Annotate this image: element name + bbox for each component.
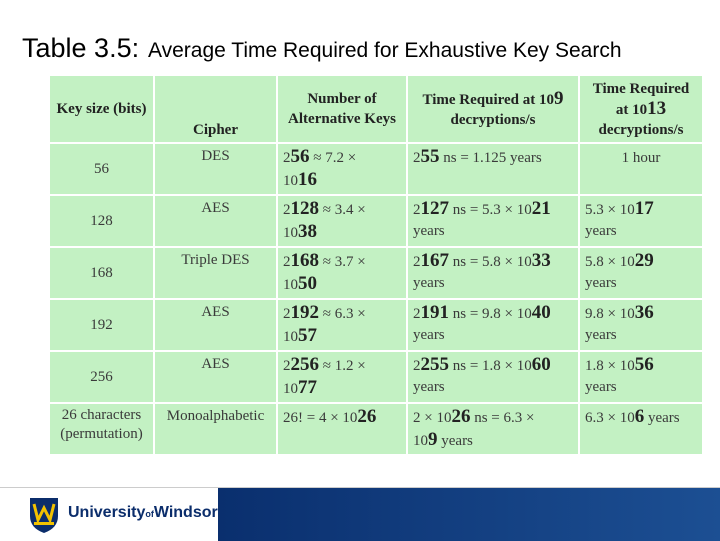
cell-time-1e9: 2 × 1026 ns = 6.3 × 109 years bbox=[406, 402, 580, 456]
header-time-1e13: Time Required at 1013 decryptions/s bbox=[578, 74, 704, 144]
table-row: 192 AES 2192 ≈ 6.3 × 1057 2191 ns = 9.8 × 10… bbox=[48, 298, 704, 352]
header-key-size: Key size (bits) bbox=[48, 74, 155, 144]
university-crest-icon bbox=[30, 498, 58, 533]
cell-time-1e9: 255 ns = 1.125 years bbox=[406, 142, 580, 196]
cell-time-1e13: 1.8 × 1056 years bbox=[578, 350, 704, 404]
cell-key-size: 26 characters (permutation) bbox=[48, 402, 155, 456]
cell-cipher: AES bbox=[153, 350, 278, 404]
table-number: Table 3.5: bbox=[22, 33, 140, 63]
cell-key-size: 192 bbox=[48, 298, 155, 352]
cell-key-size: 128 bbox=[48, 194, 155, 248]
table-row: 168 Triple DES 2168 ≈ 3.7 × 1050 2167 ns = 5… bbox=[48, 246, 704, 300]
cell-alternative-keys: 2192 ≈ 6.3 × 1057 bbox=[276, 298, 408, 352]
footer-band bbox=[218, 488, 720, 541]
cell-time-1e13: 5.8 × 1029 years bbox=[578, 246, 704, 300]
cell-alternative-keys: 2128 ≈ 3.4 × 1038 bbox=[276, 194, 408, 248]
cell-time-1e9: 2167 ns = 5.8 × 1033 years bbox=[406, 246, 580, 300]
table-row: 128 AES 2128 ≈ 3.4 × 1038 2127 ns = 5.3 × 10… bbox=[48, 194, 704, 248]
cell-cipher: Monoalphabetic bbox=[153, 402, 278, 456]
cell-cipher: AES bbox=[153, 298, 278, 352]
cell-time-1e13: 5.3 × 1017 years bbox=[578, 194, 704, 248]
cell-alternative-keys: 2256 ≈ 1.2 × 1077 bbox=[276, 350, 408, 404]
cell-time-1e13: 1 hour bbox=[578, 142, 704, 196]
cell-key-size: 56 bbox=[48, 142, 155, 196]
table-header-row: Key size (bits) Cipher Number of Alterna… bbox=[48, 74, 704, 144]
header-alternative-keys: Number of Alternative Keys bbox=[276, 74, 408, 144]
table-row: 56 DES 256 ≈ 7.2 × 1016 255 ns = 1.125 years… bbox=[48, 142, 704, 196]
footer: UniversityofWindsor bbox=[0, 487, 720, 541]
header-time-1e9: Time Required at 109 decryptions/s bbox=[406, 74, 580, 144]
cell-cipher: AES bbox=[153, 194, 278, 248]
university-wordmark: UniversityofWindsor bbox=[68, 504, 218, 521]
header-cipher: Cipher bbox=[153, 74, 278, 144]
cell-cipher: DES bbox=[153, 142, 278, 196]
cell-time-1e13: 9.8 × 1036 years bbox=[578, 298, 704, 352]
table-row: 256 AES 2256 ≈ 1.2 × 1077 2255 ns = 1.8 × 10… bbox=[48, 350, 704, 404]
key-search-table: Key size (bits) Cipher Number of Alterna… bbox=[48, 74, 704, 456]
cell-alternative-keys: 26! = 4 × 1026 bbox=[276, 402, 408, 456]
cell-time-1e9: 2191 ns = 9.8 × 1040 years bbox=[406, 298, 580, 352]
cell-cipher: Triple DES bbox=[153, 246, 278, 300]
cell-key-size: 256 bbox=[48, 350, 155, 404]
table-row-monoalphabetic: 26 characters (permutation) Monoalphabet… bbox=[48, 402, 704, 456]
slide-title: Table 3.5: Average Time Required for Exh… bbox=[22, 28, 622, 65]
cell-alternative-keys: 256 ≈ 7.2 × 1016 bbox=[276, 142, 408, 196]
cell-key-size: 168 bbox=[48, 246, 155, 300]
table-caption: Average Time Required for Exhaustive Key… bbox=[147, 39, 622, 62]
cell-time-1e9: 2127 ns = 5.3 × 1021 years bbox=[406, 194, 580, 248]
cell-alternative-keys: 2168 ≈ 3.7 × 1050 bbox=[276, 246, 408, 300]
cell-time-1e13: 6.3 × 106 years bbox=[578, 402, 704, 456]
cell-time-1e9: 2255 ns = 1.8 × 1060 years bbox=[406, 350, 580, 404]
